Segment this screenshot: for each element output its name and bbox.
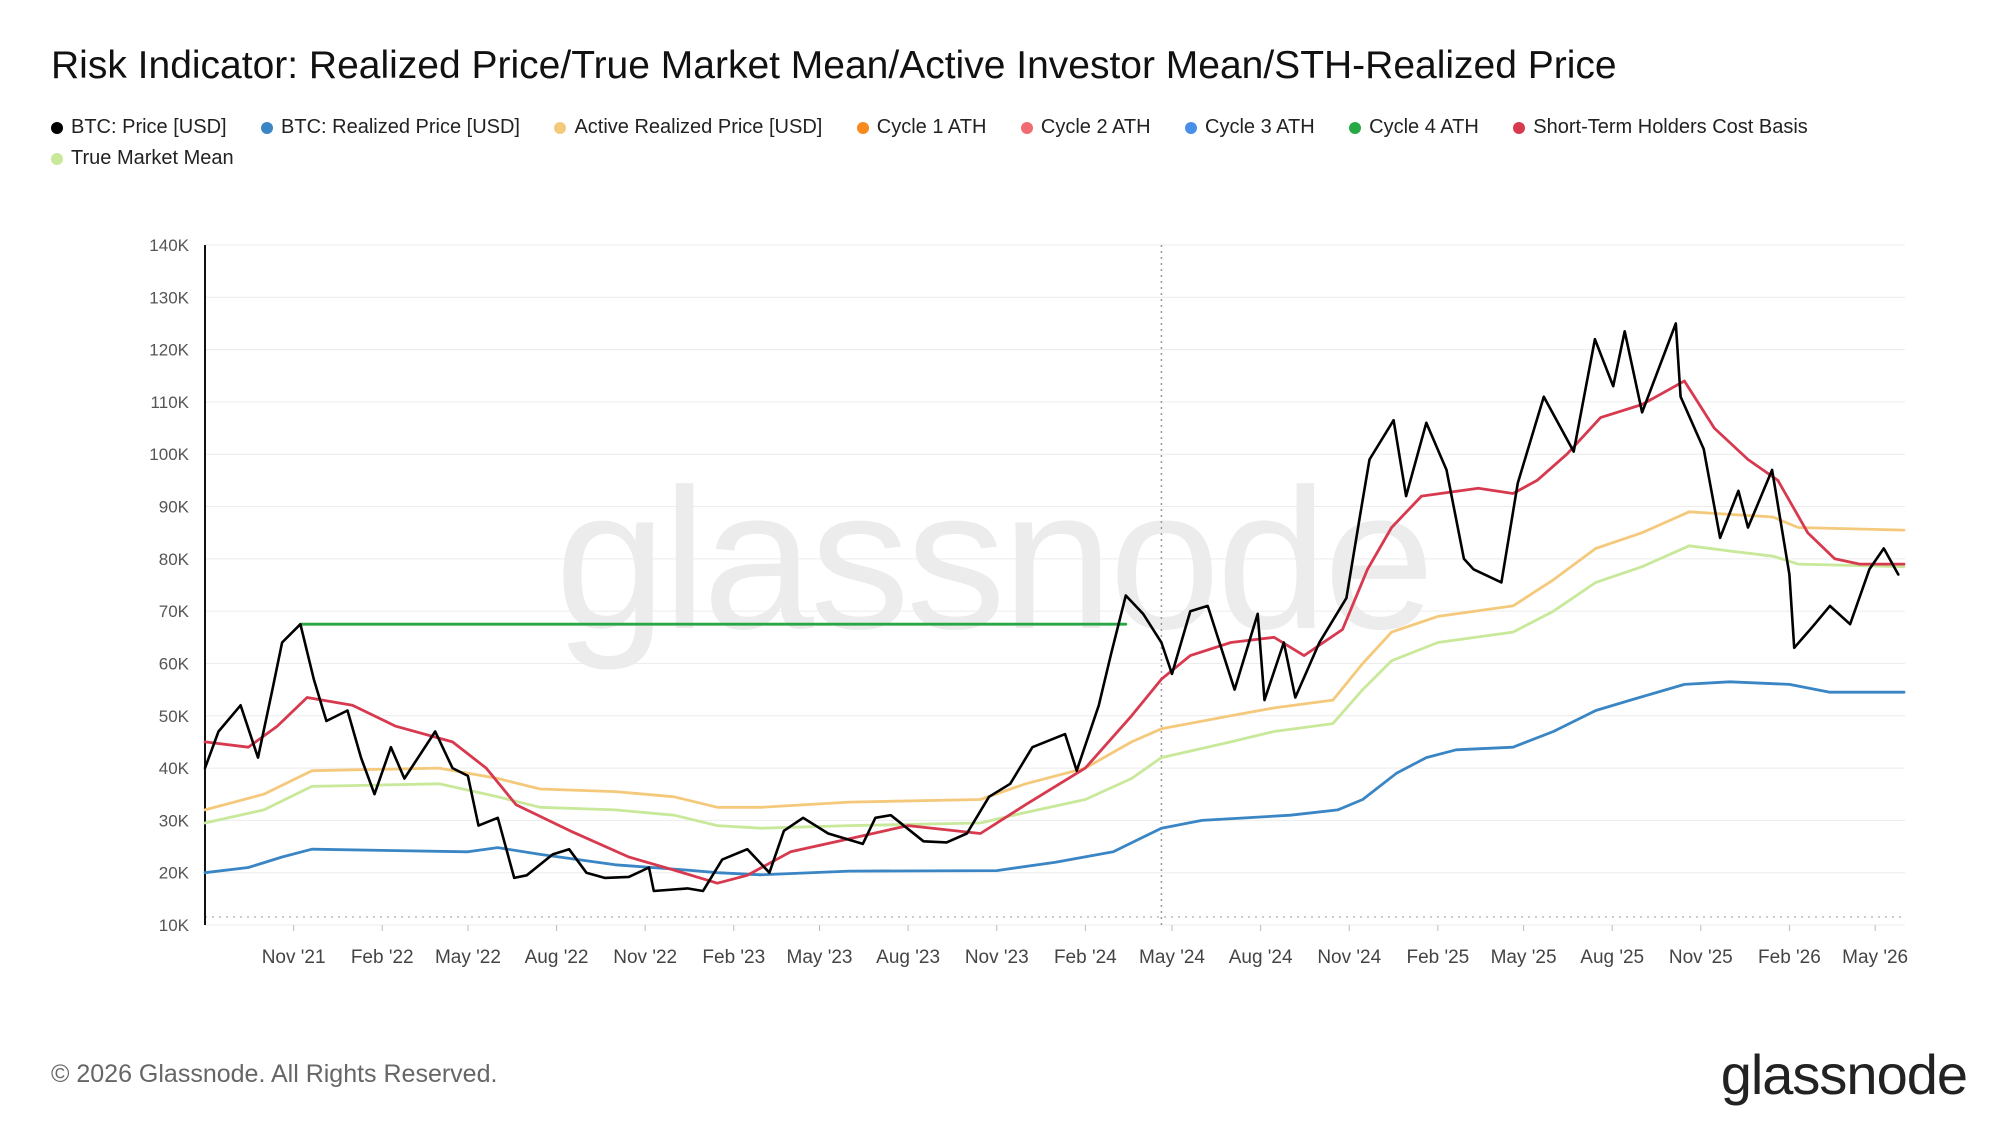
x-tick-label: Feb '24	[1054, 947, 1117, 968]
copyright-footer: © 2026 Glassnode. All Rights Reserved.	[51, 1060, 498, 1088]
x-tick-label: May '25	[1491, 947, 1557, 968]
legend-dot-icon	[1513, 121, 1526, 134]
x-tick-label: Nov '24	[1317, 947, 1381, 968]
series-line-active-realized-price-usd	[203, 510, 1906, 812]
legend-dot-icon	[554, 121, 567, 134]
y-tick-label: 10K	[159, 916, 190, 935]
x-tick-label: Nov '21	[262, 947, 326, 968]
legend-item-true-market-mean[interactable]: True Market Mean	[51, 147, 234, 170]
legend-dot-icon	[1349, 121, 1362, 134]
legend-label: Cycle 3 ATH	[1205, 116, 1315, 138]
y-tick-label: 90K	[159, 498, 190, 517]
legend-label: BTC: Price [USD]	[71, 116, 227, 138]
x-tick-label: May '26	[1842, 947, 1908, 968]
x-tick-label: Feb '22	[351, 947, 414, 968]
y-tick-label: 130K	[149, 288, 189, 307]
legend-label: True Market Mean	[71, 147, 234, 169]
legend-item-active-realized-price[interactable]: Active Realized Price [USD]	[554, 116, 822, 139]
legend-label: Active Realized Price [USD]	[574, 116, 823, 138]
y-tick-label: 120K	[149, 341, 189, 360]
legend-item-cycle-2-ath[interactable]: Cycle 2 ATH	[1020, 116, 1151, 139]
x-tick-label: Aug '25	[1580, 947, 1644, 968]
y-tick-label: 60K	[159, 654, 190, 673]
series-line-true-market-mean	[203, 544, 1906, 830]
y-tick-label: 70K	[159, 602, 190, 621]
legend-item-cycle-3-ath[interactable]: Cycle 3 ATH	[1185, 116, 1315, 139]
legend-label: Cycle 2 ATH	[1040, 116, 1151, 138]
legend-item-cycle-4-ath[interactable]: Cycle 4 ATH	[1349, 116, 1479, 139]
y-tick-label: 30K	[159, 811, 190, 830]
legend-dot-icon	[1020, 121, 1033, 134]
x-tick-label: Nov '25	[1669, 947, 1733, 968]
x-tick-label: Feb '23	[702, 947, 765, 968]
y-tick-label: 100K	[149, 445, 189, 464]
y-tick-label: 140K	[149, 236, 189, 255]
x-tick-label: Feb '25	[1406, 947, 1469, 968]
chart-title: Risk Indicator: Realized Price/True Mark…	[51, 44, 1617, 87]
x-tick-label: May '23	[787, 947, 853, 968]
legend-dot-icon	[51, 152, 63, 165]
y-tick-label: 40K	[159, 759, 190, 778]
legend-item-btc-price[interactable]: BTC: Price [USD]	[51, 116, 227, 139]
legend-label: BTC: Realized Price [USD]	[281, 116, 520, 138]
y-tick-label: 20K	[159, 864, 190, 883]
legend-dot-icon	[261, 121, 274, 134]
legend-dot-icon	[856, 121, 869, 134]
y-tick-label: 50K	[159, 707, 190, 726]
legend-item-cycle-1-ath[interactable]: Cycle 1 ATH	[856, 116, 987, 139]
x-tick-label: Nov '23	[965, 947, 1029, 968]
x-tick-label: Aug '23	[876, 947, 940, 968]
brand-logo: glassnode	[1720, 1043, 1968, 1106]
legend-dot-icon	[51, 121, 63, 134]
chart-canvas: 10K 20K 30K 40K 50K 60K 70K 80K 90K 100K 110K 120K 1…	[149, 236, 1908, 968]
legend-item-realized-price[interactable]: BTC: Realized Price [USD]	[261, 116, 520, 139]
series-line-btc-realized-price-usd	[203, 680, 1906, 877]
x-tick-label: Aug '22	[525, 947, 589, 968]
legend-label: Cycle 1 ATH	[876, 116, 987, 138]
legend-dot-icon	[1185, 121, 1198, 134]
legend-label: Short-Term Holders Cost Basis	[1533, 116, 1808, 138]
y-tick-label: 110K	[151, 393, 190, 412]
x-tick-label: May '24	[1139, 947, 1205, 968]
legend-item-sth-cost-basis[interactable]: Short-Term Holders Cost Basis	[1513, 116, 1808, 139]
legend-label: Cycle 4 ATH	[1369, 116, 1479, 138]
series-line-btc-price-usd	[203, 322, 1900, 893]
legend: BTC: Price [USD] BTC: Realized Price [US…	[51, 116, 1951, 178]
y-tick-label: 80K	[159, 550, 190, 569]
series-line-short-term-holders-cost-basis	[203, 379, 1906, 885]
x-tick-label: May '22	[435, 947, 501, 968]
x-tick-label: Aug '24	[1229, 947, 1293, 968]
x-tick-label: Feb '26	[1758, 947, 1821, 968]
x-tick-label: Nov '22	[613, 947, 677, 968]
